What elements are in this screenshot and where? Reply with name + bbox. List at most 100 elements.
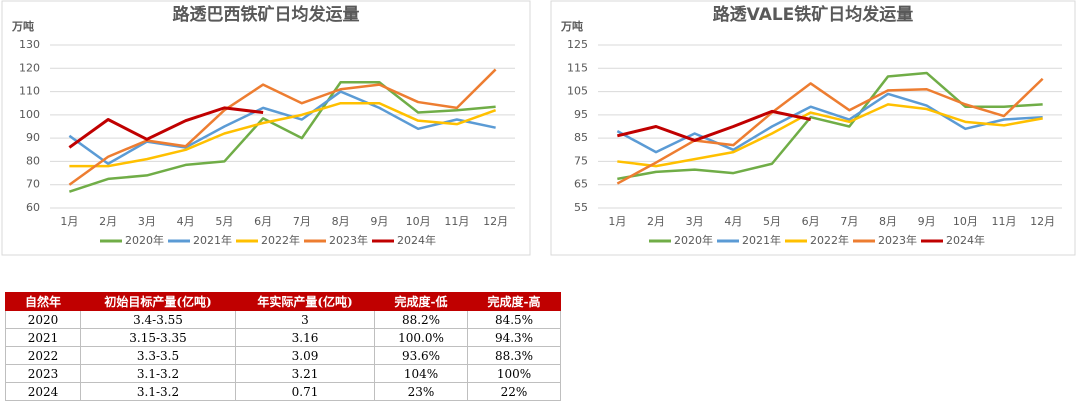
table-cell: 22% [467, 382, 561, 401]
table-cell: 88.3% [467, 346, 561, 365]
y-tick-label: 100 [19, 108, 40, 121]
table-cell: 3.1-3.2 [80, 364, 236, 383]
series-line [616, 109, 811, 142]
y-tick-label: 125 [567, 38, 588, 51]
table-cell: 完成度-低 [374, 292, 468, 311]
x-tick-label: 6月 [254, 215, 272, 228]
table-cell: 2020 [5, 310, 81, 329]
y-tick-label: 105 [567, 85, 588, 98]
x-tick-label: 12月 [1030, 215, 1055, 228]
y-tick-label: 70 [26, 178, 40, 191]
table-cell: 0.71 [235, 382, 375, 401]
y-tick-label: 90 [26, 131, 40, 144]
table-row: 2024 3.1-3.2 0.71 23% 22% [5, 382, 561, 401]
chart-frame [1, 0, 531, 256]
table-cell: 88.2% [374, 310, 468, 329]
table-cell: 自然年 [5, 292, 81, 311]
y-tick-label: 95 [574, 108, 588, 121]
table-cell: 100.0% [374, 328, 468, 347]
x-tick-label: 10月 [406, 215, 431, 228]
table-row: 2023 3.1-3.2 3.21 104% 100% [5, 364, 561, 383]
x-tick-label: 7月 [293, 215, 311, 228]
series-line [617, 103, 1043, 168]
chart-frame [550, 0, 1076, 256]
chart-title: 路透VALE铁矿日均发运量 [713, 4, 914, 25]
y-tick-label: 110 [19, 85, 40, 98]
y-tick-label: 65 [574, 178, 588, 191]
table-cell: 2023 [5, 364, 81, 383]
legend-label: 2024年 [397, 233, 436, 247]
table-cell: 年实际产量(亿吨) [235, 292, 375, 311]
series-line [68, 68, 497, 186]
series-line [68, 81, 496, 193]
y-tick-label: 115 [567, 61, 588, 74]
data-table: 自然年 初始目标产量(亿吨) 年实际产量(亿吨) 完成度-低 完成度-高 2020 3.4-… [5, 292, 561, 401]
legend-label: 2023年 [329, 233, 368, 247]
table-cell: 2024 [5, 382, 81, 401]
table-cell: 100% [467, 364, 561, 383]
table-cell: 104% [374, 364, 468, 383]
x-tick-label: 5月 [763, 215, 781, 228]
x-tick-label: 8月 [332, 215, 350, 228]
x-tick-label: 4月 [724, 215, 742, 228]
x-tick-label: 1月 [608, 215, 626, 228]
table-cell: 3.16 [235, 328, 375, 347]
x-tick-label: 3月 [686, 215, 704, 228]
table-cell: 2022 [5, 346, 81, 365]
table-cell: 94.3% [467, 328, 561, 347]
table-cell: 23% [374, 382, 468, 401]
y-tick-label: 85 [574, 131, 588, 144]
x-tick-label: 4月 [177, 215, 195, 228]
legend-label: 2020年 [674, 233, 713, 247]
y-tick-label: 120 [19, 61, 40, 74]
x-tick-label: 11月 [444, 215, 469, 228]
table-cell: 3.1-3.2 [80, 382, 236, 401]
x-tick-label: 5月 [215, 215, 233, 228]
legend-label: 2022年 [261, 233, 300, 247]
table-cell: 3.15-3.35 [80, 328, 236, 347]
x-tick-label: 3月 [138, 215, 156, 228]
x-tick-label: 1月 [60, 215, 78, 228]
series-line [69, 101, 497, 168]
legend-label: 2022年 [810, 233, 849, 247]
chart-title: 路透巴西铁矿日均发运量 [173, 4, 360, 25]
table-cell: 3.21 [235, 364, 375, 383]
legend-label: 2021年 [742, 233, 781, 247]
y-tick-label: 80 [26, 154, 40, 167]
table-cell: 3 [235, 310, 375, 329]
series-line [616, 77, 1044, 185]
y-axis-label: 万吨 [560, 19, 583, 33]
table-cell: 93.6% [374, 346, 468, 365]
series-line [68, 90, 496, 166]
x-tick-label: 2月 [647, 215, 665, 228]
table-row: 2021 3.15-3.35 3.16 100.0% 94.3% [5, 328, 561, 347]
table-row: 2022 3.3-3.5 3.09 93.6% 88.3% [5, 346, 561, 365]
x-tick-label: 12月 [483, 215, 508, 228]
y-axis-label: 万吨 [11, 19, 34, 33]
y-tick-label: 130 [19, 38, 40, 51]
table-cell: 初始目标产量(亿吨) [80, 292, 236, 311]
legend-label: 2020年 [125, 233, 164, 247]
series-line [68, 106, 264, 149]
legend-label: 2021年 [193, 233, 232, 247]
x-tick-label: 2月 [99, 215, 117, 228]
table-header: 自然年 初始目标产量(亿吨) 年实际产量(亿吨) 完成度-低 完成度-高 [5, 292, 561, 311]
legend-label: 2024年 [946, 233, 985, 247]
legend-label: 2023年 [878, 233, 917, 247]
y-tick-label: 60 [26, 201, 40, 214]
table-cell: 2021 [5, 328, 81, 347]
y-tick-label: 75 [574, 154, 588, 167]
x-tick-label: 11月 [992, 215, 1017, 228]
table-cell: 84.5% [467, 310, 561, 329]
x-tick-label: 7月 [840, 215, 858, 228]
table-cell: 3.09 [235, 346, 375, 365]
x-tick-label: 9月 [370, 215, 388, 228]
x-tick-label: 6月 [802, 215, 820, 228]
x-tick-label: 8月 [879, 215, 897, 228]
y-tick-label: 55 [574, 201, 588, 214]
x-tick-label: 10月 [953, 215, 978, 228]
table-cell: 3.3-3.5 [80, 346, 236, 365]
x-tick-label: 9月 [918, 215, 936, 228]
